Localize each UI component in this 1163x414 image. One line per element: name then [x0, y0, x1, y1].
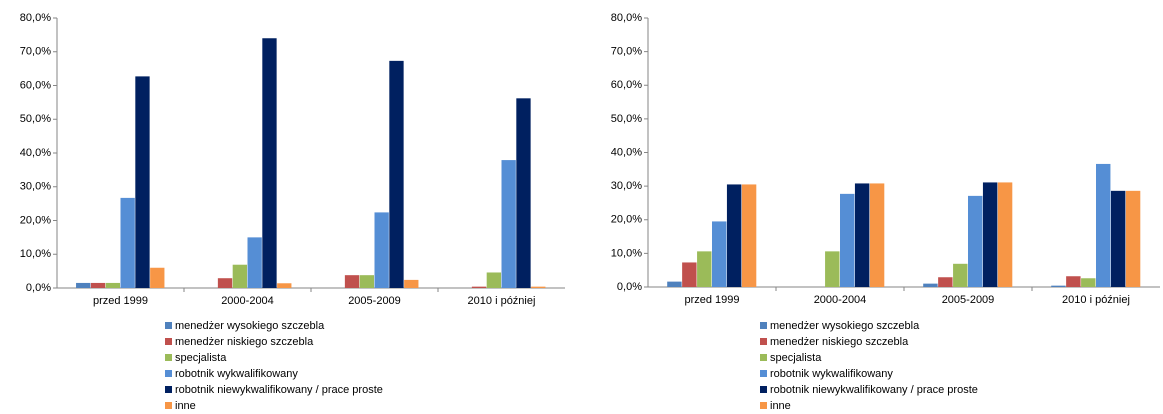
y-tick-label: 0,0% [26, 282, 51, 294]
legend-label: menedżer wysokiego szczebla [175, 320, 325, 332]
y-tick-label: 40,0% [20, 147, 51, 159]
y-tick-label: 30,0% [611, 180, 642, 192]
y-tick-label: 50,0% [611, 113, 642, 125]
bar [262, 38, 277, 288]
y-tick-label: 70,0% [20, 46, 51, 58]
bar [277, 283, 292, 288]
bar [968, 195, 983, 287]
bar [217, 278, 233, 288]
bar [531, 286, 546, 288]
legend-label: inne [175, 400, 196, 412]
y-tick-label: 60,0% [20, 79, 51, 91]
bar [486, 272, 501, 288]
y-tick-label: 50,0% [20, 113, 51, 125]
bar [90, 282, 106, 288]
bar [741, 184, 757, 287]
legend-label: robotnik niewykwalifikowany / prace pros… [770, 384, 978, 396]
bar [726, 184, 742, 287]
y-tick-label: 80,0% [611, 12, 642, 24]
legend-swatch [760, 402, 767, 409]
legend-label: menedżer niskiego szczebla [770, 336, 909, 348]
bar [982, 182, 998, 287]
bar [697, 251, 712, 287]
legend-label: robotnik wykwalifikowany [770, 368, 893, 380]
y-tick-label: 10,0% [20, 248, 51, 260]
legend-swatch [165, 370, 172, 377]
bar [1096, 163, 1111, 287]
legend-swatch [165, 402, 172, 409]
legend-swatch [760, 322, 767, 329]
x-tick-label: przed 1999 [684, 294, 739, 306]
bar [247, 237, 262, 288]
bar [76, 282, 91, 288]
x-tick-label: 2005-2009 [942, 294, 995, 306]
bar [869, 183, 885, 287]
bar [389, 60, 404, 288]
y-tick-label: 0,0% [617, 281, 642, 293]
legend-label: menedżer niskiego szczebla [175, 336, 314, 348]
legend-label: robotnik niewykwalifikowany / prace pros… [175, 384, 383, 396]
legend-label: inne [770, 400, 791, 412]
bar [854, 183, 870, 287]
x-tick-label: 2000-2004 [221, 295, 274, 307]
bar [105, 282, 120, 288]
x-tick-label: 2010 i później [1062, 294, 1130, 306]
legend-swatch [760, 370, 767, 377]
bar [516, 98, 531, 288]
bar [120, 197, 135, 288]
y-tick-label: 30,0% [20, 181, 51, 193]
y-tick-label: 40,0% [611, 146, 642, 158]
bar [150, 267, 165, 288]
bar [825, 251, 840, 287]
y-tick-label: 20,0% [20, 214, 51, 226]
bar [712, 221, 727, 287]
bar [682, 262, 697, 287]
bar [667, 281, 682, 287]
x-tick-label: 2005-2009 [348, 295, 401, 307]
legend-swatch [165, 322, 172, 329]
bar [1110, 190, 1126, 287]
bar [997, 182, 1013, 287]
bar [135, 76, 150, 288]
bar [1066, 276, 1081, 287]
bar [840, 193, 855, 287]
legend-label: menedżer wysokiego szczebla [770, 320, 920, 332]
bar [374, 212, 389, 288]
y-tick-label: 60,0% [611, 79, 642, 91]
bar [938, 277, 953, 287]
y-tick-label: 10,0% [611, 247, 642, 259]
y-tick-label: 20,0% [611, 214, 642, 226]
legend-label: robotnik wykwalifikowany [175, 368, 298, 380]
bar [404, 279, 419, 288]
legend-label: specjalista [770, 352, 822, 364]
x-tick-label: 2000-2004 [814, 294, 867, 306]
x-tick-label: przed 1999 [93, 295, 148, 307]
bar [471, 286, 487, 288]
bar [1051, 285, 1066, 287]
bar [953, 263, 968, 287]
bar [344, 275, 360, 288]
legend-label: specjalista [175, 352, 227, 364]
x-tick-label: 2010 i później [468, 295, 536, 307]
legend-swatch [165, 386, 172, 393]
legend-swatch [165, 354, 172, 361]
legend-swatch [165, 338, 172, 345]
bar [359, 275, 374, 288]
bar [1125, 190, 1141, 287]
y-tick-label: 70,0% [611, 46, 642, 58]
bar [923, 283, 938, 287]
bar [1081, 278, 1096, 287]
y-tick-label: 80,0% [20, 12, 51, 24]
legend-swatch [760, 386, 767, 393]
legend-swatch [760, 338, 767, 345]
bar [232, 264, 247, 288]
legend-swatch [760, 354, 767, 361]
bar [501, 160, 516, 288]
